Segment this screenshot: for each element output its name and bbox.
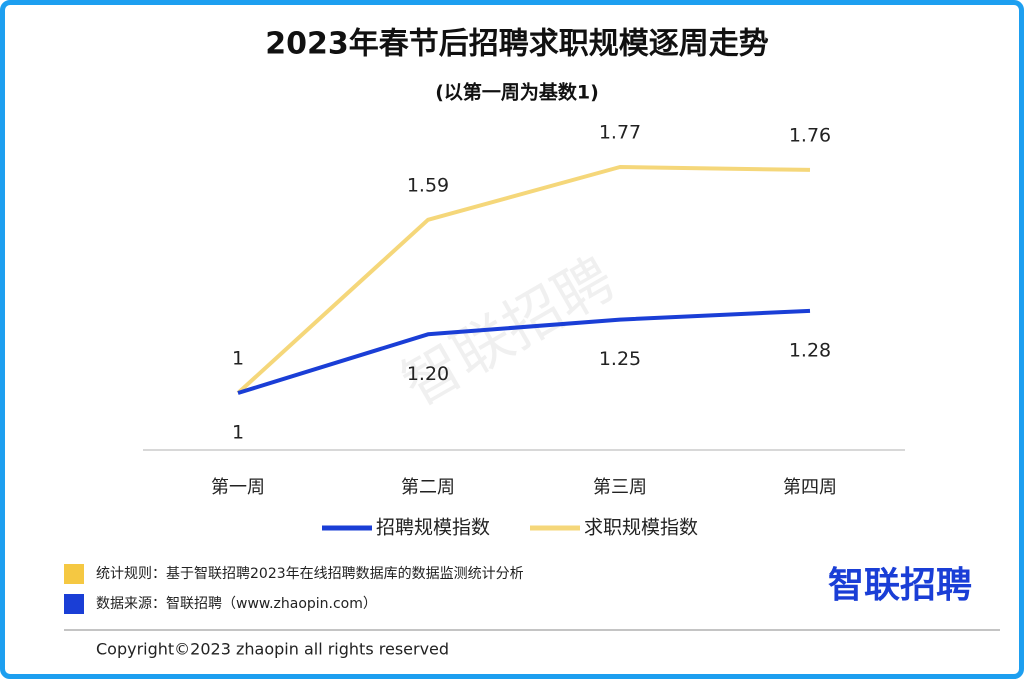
note-swatch	[64, 564, 84, 584]
data-label: 1.25	[599, 348, 641, 370]
note-swatch	[64, 594, 84, 614]
data-label: 1	[232, 348, 244, 370]
chart: 2023年春节后招聘求职规模逐周走势 (以第一周为基数1) 智联招聘 智联招聘 …	[64, 27, 1000, 659]
data-label: 1.76	[789, 124, 831, 146]
data-label: 1	[232, 422, 244, 444]
series-line	[237, 308, 811, 395]
data-label: 1.20	[407, 363, 449, 385]
x-tick-label: 第一周	[211, 477, 265, 498]
data-label: 1.77	[599, 122, 641, 144]
chart-subtitle: (以第一周为基数1)	[435, 81, 599, 104]
note-text: 统计规则：基于智联招聘2023年在线招聘数据库的数据监测统计分析	[96, 565, 524, 582]
x-tick-label: 第四周	[783, 477, 837, 498]
x-tick-label: 第三周	[593, 477, 647, 498]
chart-title: 2023年春节后招聘求职规模逐周走势	[265, 27, 769, 62]
series-line	[236, 165, 811, 395]
note-text: 数据来源：智联招聘（www.zhaopin.com）	[96, 596, 377, 612]
data-label: 1.28	[789, 339, 831, 361]
copyright: Copyright©2023 zhaopin all rights reserv…	[96, 640, 449, 659]
x-tick-label: 第二周	[401, 477, 455, 498]
legend-label: 求职规模指数	[584, 517, 698, 539]
legend-label: 招聘规模指数	[376, 517, 490, 539]
logo: 智联招聘	[828, 565, 972, 606]
watermark: 智联招聘	[391, 244, 626, 419]
data-label: 1.59	[407, 174, 449, 196]
